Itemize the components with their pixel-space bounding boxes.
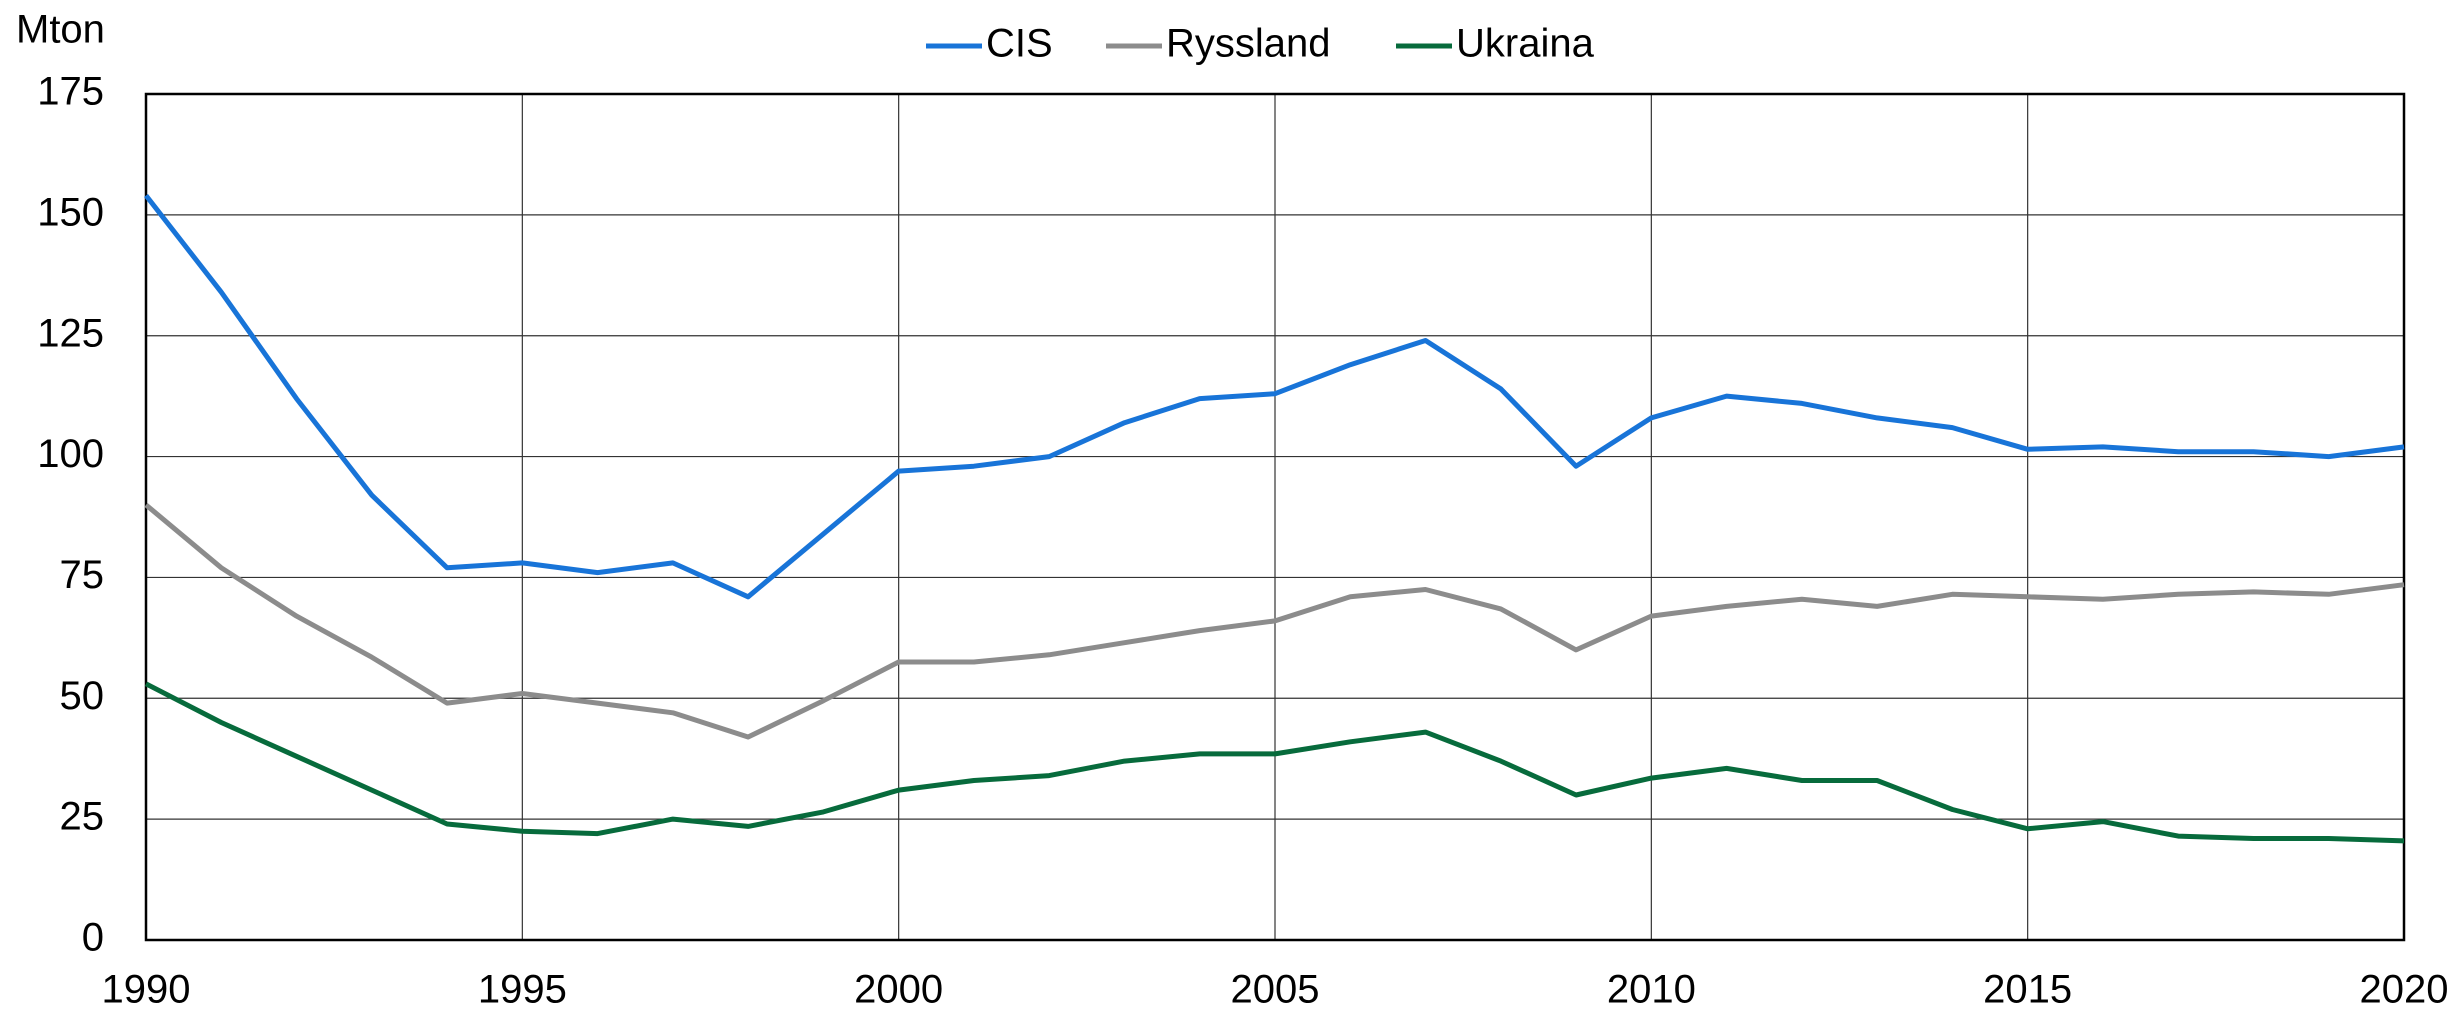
y-tick-label: 100 [37, 432, 104, 476]
x-tick-label: 1990 [102, 968, 191, 1012]
x-tick-label: 2005 [1231, 968, 1320, 1012]
x-tick-label: 2020 [2360, 968, 2449, 1012]
x-tick-label: 2010 [1607, 968, 1696, 1012]
line-series [144, 502, 2405, 740]
line-series [144, 193, 2405, 600]
x-tick-label: 1995 [478, 968, 567, 1012]
x-tick-label: 2015 [1983, 968, 2072, 1012]
y-tick-label: 75 [60, 553, 105, 597]
y-tick-label: 150 [37, 190, 104, 234]
y-tick-label: 50 [60, 674, 105, 718]
legend-label: Ryssland [1166, 22, 1331, 66]
plot-frame [144, 92, 2406, 942]
y-axis-label: Mton [16, 8, 105, 52]
y-tick-label: 175 [37, 70, 104, 114]
legend-label: CIS [986, 22, 1053, 66]
legend-label: Ukraina [1456, 22, 1595, 66]
y-tick-label: 125 [37, 311, 104, 355]
y-tick-label: 0 [82, 916, 104, 960]
y-tick-label: 25 [60, 795, 105, 839]
x-tick-label: 2000 [854, 968, 943, 1012]
line-series [144, 681, 2405, 844]
